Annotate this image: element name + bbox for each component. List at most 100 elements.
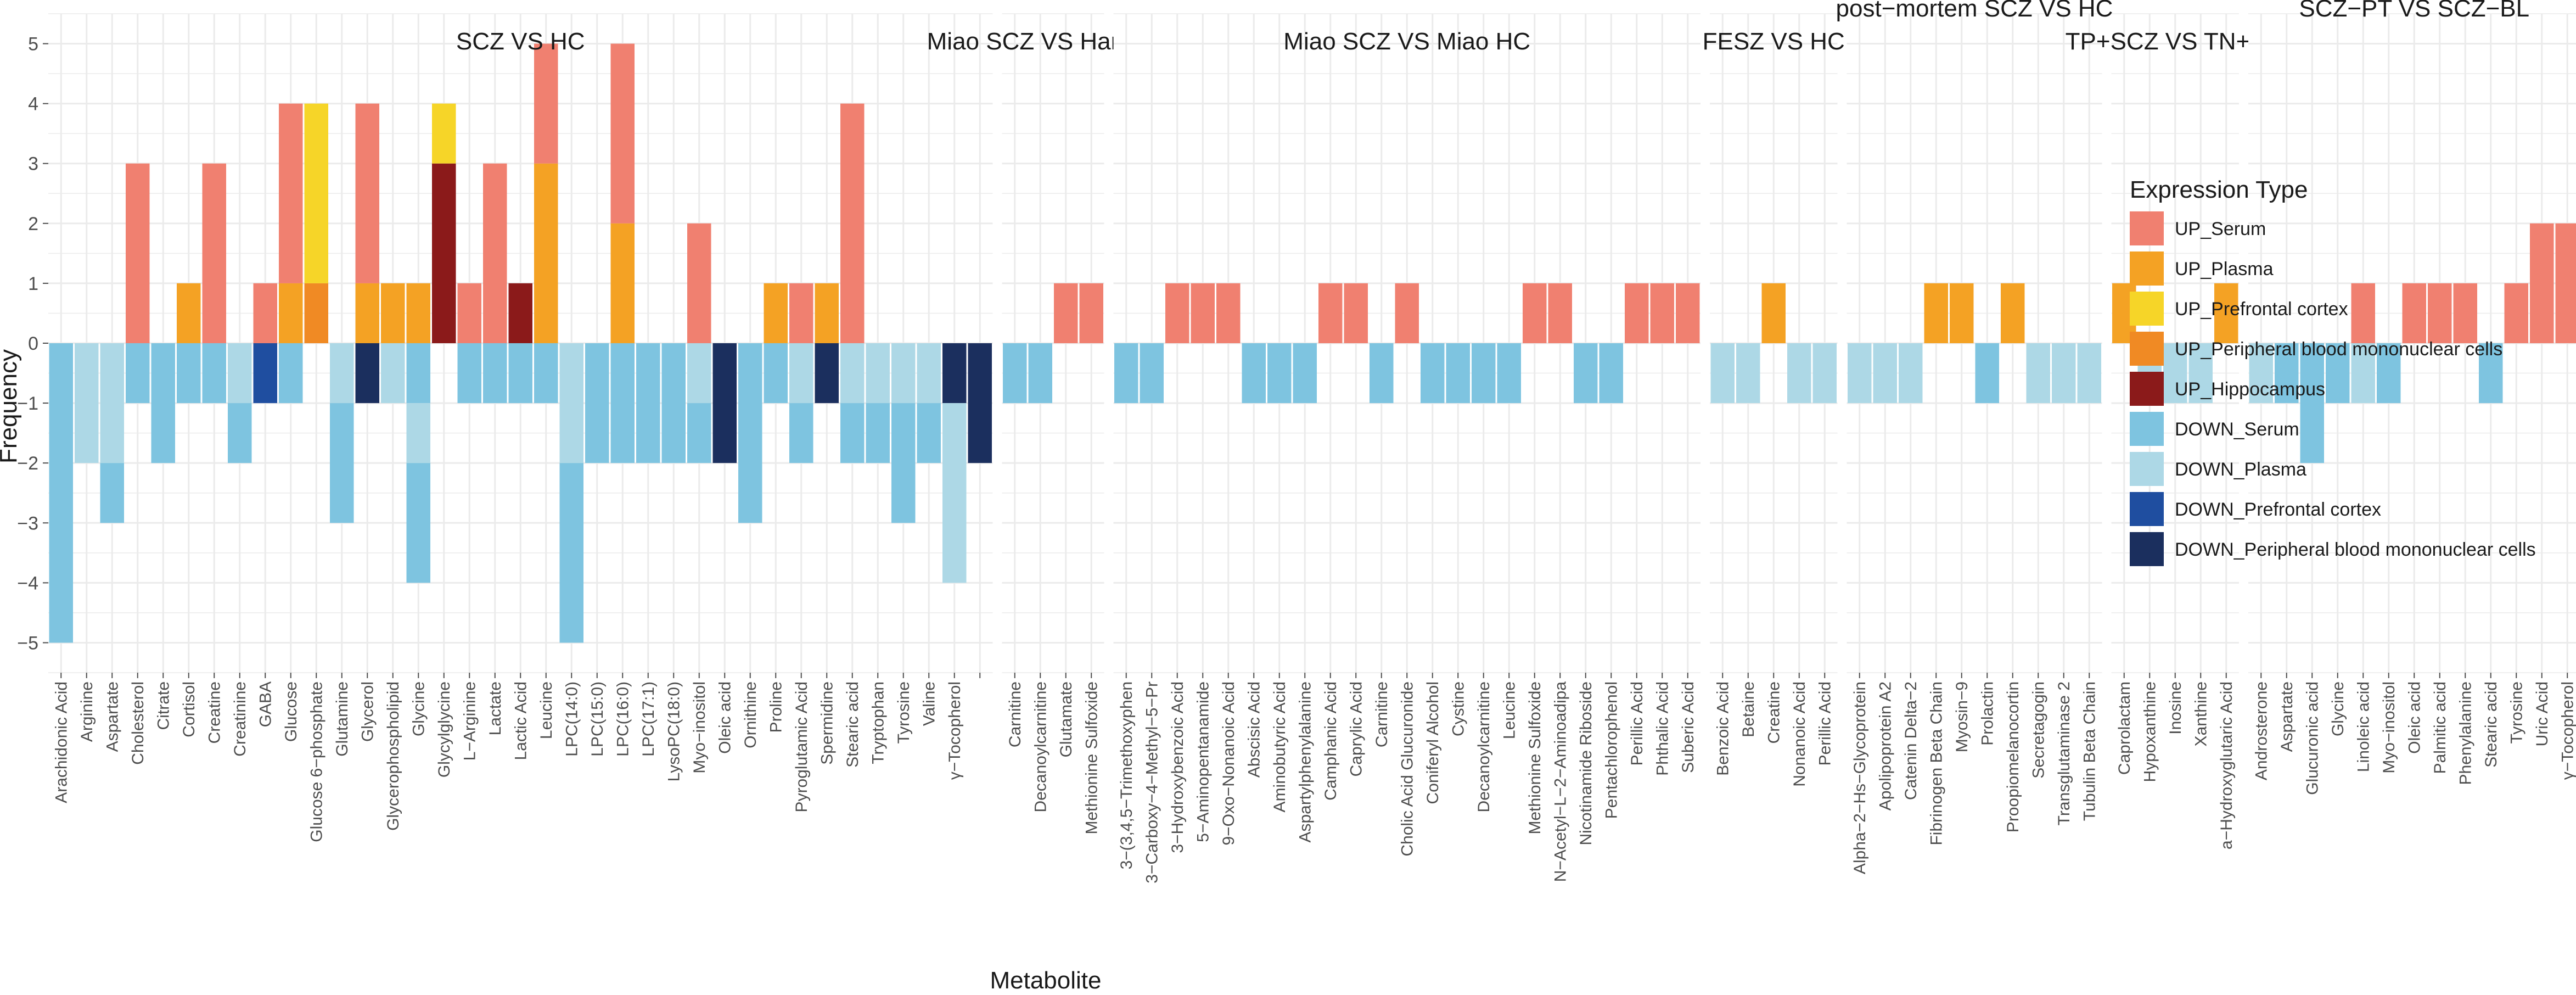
bar-segment-up xyxy=(1548,283,1572,343)
bar-segment-down xyxy=(406,463,430,583)
x-tick-label: Nicotinamide Riboside xyxy=(1577,681,1595,845)
bar-segment-up xyxy=(610,223,635,343)
facet-title: SCZ−PT VS SCZ−BL xyxy=(2299,0,2529,22)
x-tick-label: L−Arginine xyxy=(461,681,479,761)
y-tick-label: −1 xyxy=(17,393,38,414)
x-tick-label: Inosine xyxy=(2167,681,2185,735)
bar-segment-up xyxy=(1054,283,1078,343)
bar-segment-down xyxy=(49,343,73,643)
bar-segment-up xyxy=(1625,283,1649,343)
bar-segment-up xyxy=(764,283,788,343)
x-axis-title: Metabolite xyxy=(990,967,1101,994)
bar-segment-up xyxy=(2001,283,2025,343)
bar-segment-down xyxy=(2275,343,2299,404)
x-tick-label: Phenylalanine xyxy=(2456,681,2474,785)
bar-segment-down xyxy=(75,343,99,463)
x-tick-label: Cortisol xyxy=(180,681,198,737)
x-tick-label: GABA xyxy=(256,681,274,727)
bar-segment-down xyxy=(1114,343,1138,404)
bar-segment-up xyxy=(2402,283,2426,343)
bar-segment-down xyxy=(1267,343,1292,404)
facet-title: post−mortem SCZ VS HC xyxy=(1836,0,2113,22)
bar-segment-down xyxy=(1812,343,1837,404)
bar-segment-up xyxy=(534,163,558,343)
x-tick-label: Carnitine xyxy=(1006,681,1024,747)
y-tick-label: 1 xyxy=(28,273,38,294)
bar-segment-down xyxy=(1710,343,1735,404)
x-tick-label: LPC(14:0) xyxy=(563,681,581,757)
bar-segment-down xyxy=(661,343,686,463)
legend-label: UP_Peripheral blood mononuclear cells xyxy=(2175,339,2502,360)
y-tick-label: 5 xyxy=(28,34,38,55)
bar-segment-down xyxy=(483,343,507,404)
bar-segment-down xyxy=(457,343,481,404)
bar-segment-down xyxy=(559,343,583,463)
bar-segment-down xyxy=(840,343,865,404)
x-tick-label: 5−Aminopentanamide xyxy=(1194,681,1212,842)
bar-segment-down xyxy=(1446,343,1470,404)
x-tick-label: Caprolactam xyxy=(2115,681,2134,775)
bar-segment-down xyxy=(1497,343,1521,404)
legend-label: DOWN_Peripheral blood mononuclear cells xyxy=(2175,539,2536,560)
y-tick-label: −5 xyxy=(17,633,38,653)
facet-panel: Alpha−2−Hs−Glycoprotein Apolipoprotein A2… xyxy=(1836,0,2113,874)
bar-segment-up xyxy=(1523,283,1547,343)
bar-segment-up xyxy=(1650,283,1674,343)
x-tick-label: γ−Tocopherol xyxy=(2558,681,2576,780)
x-tick-label: Aspartate xyxy=(103,681,121,752)
bar-segment-up xyxy=(432,103,456,164)
bar-segment-down xyxy=(2163,343,2187,404)
x-tick-label: Ornithine xyxy=(742,681,760,748)
bar-segment-down xyxy=(636,343,660,463)
legend-swatch xyxy=(2130,211,2164,245)
x-tick-label: Camphanic Acid xyxy=(1322,681,1340,801)
y-tick-label: 0 xyxy=(28,333,38,354)
x-tick-label: a−Hydroxyglutaric Acid xyxy=(2218,681,2236,849)
legend-swatch xyxy=(2130,292,2164,326)
x-tick-label: Creatine xyxy=(205,681,223,744)
bar-segment-down xyxy=(1873,343,1897,404)
bar-segment-up xyxy=(483,163,507,343)
x-tick-label: Proopiomelanocortin xyxy=(2004,681,2022,832)
bar-segment-up xyxy=(2555,223,2576,343)
facet-panel: 3−(3,4,5−Trimethoxyphen 3−Carboxy−4−Methy… xyxy=(1113,13,1701,884)
bar-segment-down xyxy=(1599,343,1623,404)
bar-segment-down xyxy=(126,343,150,404)
x-tick-label: Glutamate xyxy=(1057,681,1075,757)
x-tick-label: Stearic acid xyxy=(844,681,862,768)
bar-segment-up xyxy=(508,283,532,343)
bar-segment-up xyxy=(1216,283,1241,343)
legend-swatch xyxy=(2130,452,2164,486)
bar-segment-down xyxy=(330,343,354,404)
legend-title: Expression Type xyxy=(2130,176,2308,203)
bar-segment-down xyxy=(177,343,201,404)
bar-segment-down xyxy=(151,343,175,463)
bar-segment-down xyxy=(1293,343,1317,404)
x-tick-label: Glycerophospholipid xyxy=(384,681,402,831)
bar-segment-up xyxy=(304,103,328,283)
x-tick-label: Aminobutyric Acid xyxy=(1271,681,1289,812)
x-tick-label: Glucose xyxy=(282,681,300,742)
x-tick-label: Suberic Acid xyxy=(1679,681,1697,773)
x-tick-label: Androsterone xyxy=(2252,681,2270,780)
bar-segment-up xyxy=(1924,283,1948,343)
bar-segment-up xyxy=(1676,283,1700,343)
x-tick-label: Phthalic Acid xyxy=(1653,681,1671,776)
bar-segment-down xyxy=(1140,343,1164,404)
legend-label: DOWN_Plasma xyxy=(2175,459,2306,480)
x-tick-label: Glutamine xyxy=(333,681,351,757)
legend-label: UP_Prefrontal cortex xyxy=(2175,299,2348,320)
bar-segment-down xyxy=(1899,343,1923,404)
x-tick-label: LPC(16:0) xyxy=(614,681,632,757)
x-tick-label: Pyroglutamic Acid xyxy=(793,681,811,812)
bar-segment-down xyxy=(891,403,916,523)
x-tick-label: Cholesterol xyxy=(129,681,147,765)
x-tick-label: Cystine xyxy=(1449,681,1467,736)
facet-title: FESZ VS HC xyxy=(1703,28,1845,55)
bar-segment-up xyxy=(687,223,711,343)
x-tick-label: Lactate xyxy=(486,681,504,735)
x-tick-label: Coniferyl Alcohol xyxy=(1424,681,1442,804)
bar-segment-down xyxy=(202,343,226,404)
x-tick-label: Methionine Sulfoxide xyxy=(1526,681,1544,835)
